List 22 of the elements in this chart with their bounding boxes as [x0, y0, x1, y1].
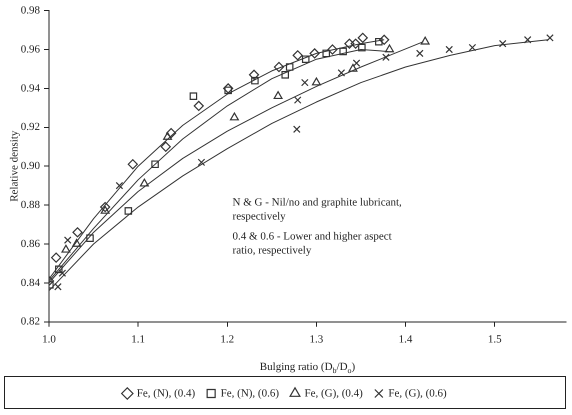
y-tick-label: 0.98: [20, 4, 40, 16]
x-tick-label: 1.3: [310, 333, 324, 346]
x-tick-label: 1.1: [131, 333, 146, 346]
annotation: 0.4 & 0.6 - Lower and higher aspect ratio, respectively: [232, 230, 392, 257]
x-tick-label: 1.5: [488, 333, 502, 346]
y-tick-label: 0.82: [20, 316, 40, 328]
legend-label: Fe, (N), (0.6): [220, 387, 280, 400]
y-tick-label: 0.88: [20, 198, 40, 211]
y-axis-title: Relative density: [8, 130, 20, 202]
y-tick-label: 0.92: [20, 121, 40, 134]
x-tick-label: 1.4: [398, 333, 413, 346]
y-tick-label: 0.90: [20, 160, 40, 172]
x-tick-label: 1.0: [42, 333, 56, 346]
annotation: N & G - Nil/no and graphite lubricant, respectively: [232, 196, 402, 223]
x-tick-label: 1.2: [220, 333, 234, 346]
y-tick-label: 0.96: [20, 43, 40, 56]
legend-label: Fe, (G), (0.6): [388, 387, 448, 400]
y-tick-label: 0.84: [20, 276, 40, 289]
y-tick-label: 0.94: [20, 82, 40, 94]
legend-label: Fe, (N), (0.4): [136, 387, 196, 400]
y-tick-label: 0.86: [20, 238, 40, 250]
legend-label: Fe, (G), (0.4): [304, 387, 364, 400]
